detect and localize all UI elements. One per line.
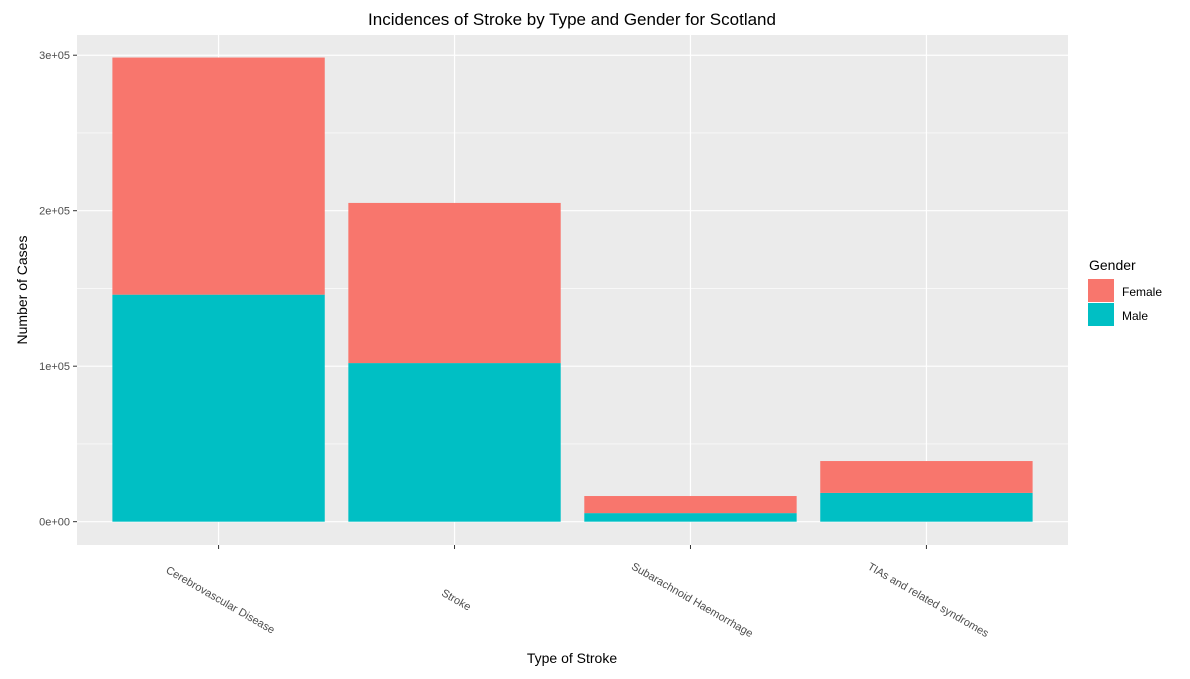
bars [112,57,1033,522]
x-tick-label: Cerebrovascular Disease [164,564,277,636]
chart-title: Incidences of Stroke by Type and Gender … [368,10,776,29]
legend-title: Gender [1089,257,1136,273]
legend-label-female: Female [1122,285,1162,299]
x-tick-label: Stroke [439,587,473,613]
legend-swatch-male [1088,303,1114,326]
y-tick-label: 0e+00 [39,517,70,529]
bar-female [584,496,797,514]
bar-female [820,461,1033,493]
x-axis-title: Type of Stroke [527,650,617,666]
legend-swatch-female [1088,279,1114,302]
legend-label-male: Male [1122,309,1148,323]
y-axis-title: Number of Cases [14,236,30,345]
bar-male [820,492,1033,522]
y-tick-label: 2e+05 [39,206,70,218]
x-tick-label: TIAs and related syndromes [865,561,991,640]
bar-male [584,513,797,522]
bar-female [112,57,325,295]
x-axis: Cerebrovascular Disease Stroke Subarachnoi… [164,545,991,640]
bar-male [348,363,561,522]
y-axis: 0e+00 1e+05 2e+05 3e+05 [39,50,77,529]
x-tick-label: Subarachnoid Haemorrhage [629,561,755,640]
bar-male [112,294,325,522]
y-tick-label: 3e+05 [39,50,70,62]
bar-female [348,202,561,364]
y-tick-label: 1e+05 [39,361,70,373]
legend: Gender Female Male [1088,257,1162,326]
